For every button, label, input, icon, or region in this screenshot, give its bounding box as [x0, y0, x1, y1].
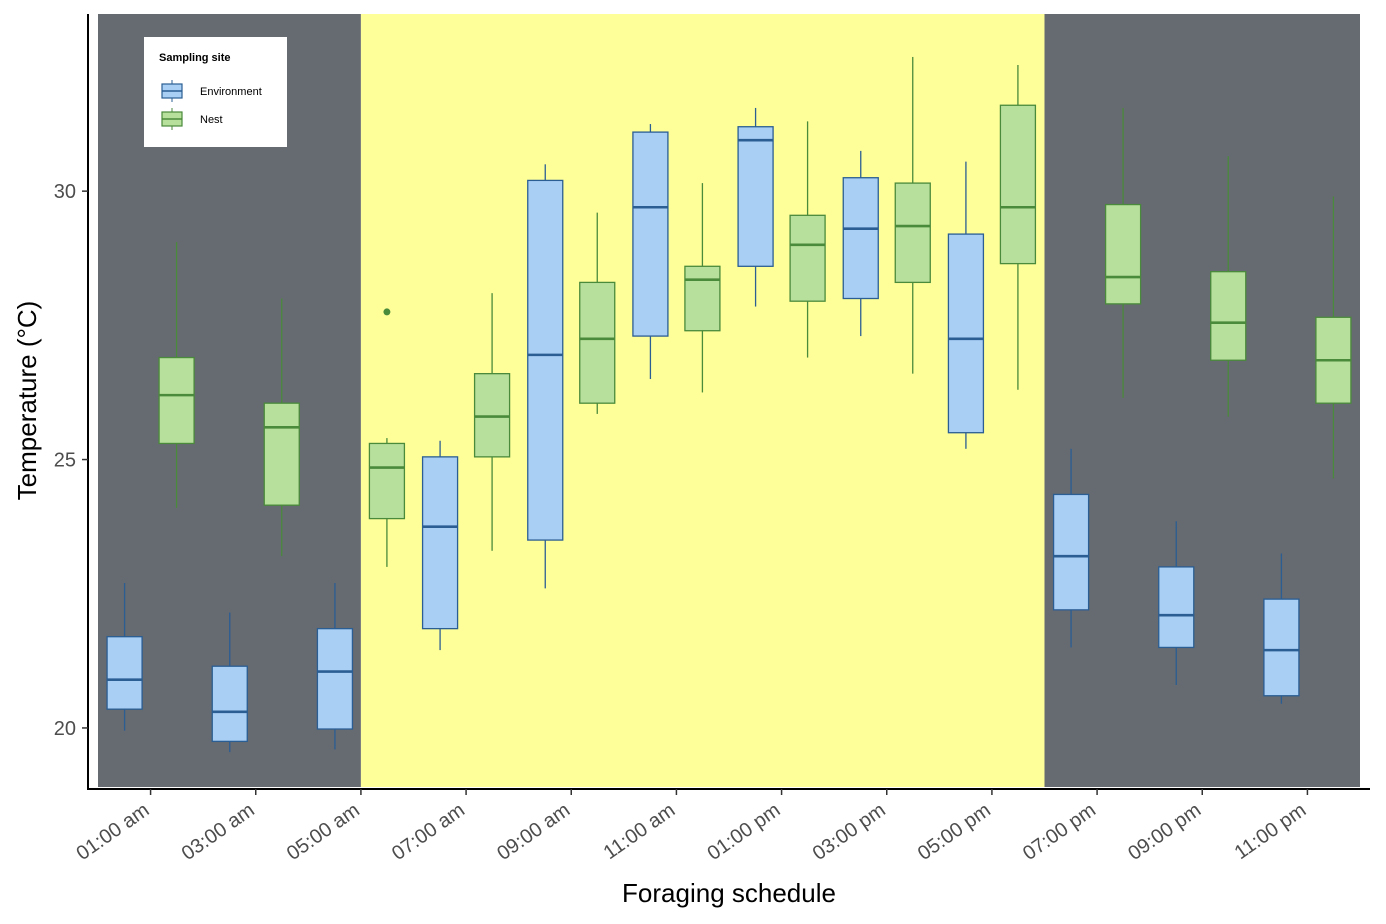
box-body	[894, 182, 931, 284]
box-environment	[527, 164, 564, 589]
box-body	[947, 233, 985, 434]
x-tick-label: 03:00 pm	[809, 799, 890, 865]
x-tick-label: 03:00 am	[178, 799, 259, 865]
legend-title: Sampling site	[159, 52, 231, 64]
legend: Sampling site Environment Nest	[144, 37, 287, 147]
y-tick-label: 25	[54, 450, 76, 472]
outlier-point	[383, 308, 391, 316]
y-tick-label: 30	[54, 181, 76, 203]
box-nest	[789, 121, 826, 358]
box-body	[368, 442, 406, 520]
x-tick-label: 07:00 am	[388, 799, 469, 865]
box-body	[1104, 203, 1142, 305]
box-environment	[1052, 448, 1090, 648]
box-environment	[842, 150, 879, 337]
legend-label-environment: Environment	[200, 86, 262, 98]
box-body	[789, 214, 826, 302]
box-environment	[737, 107, 774, 307]
box-nest	[368, 438, 406, 567]
x-tick-label: 11:00 am	[600, 799, 680, 864]
x-tick-label: 01:00 pm	[704, 799, 785, 865]
box-nest	[999, 64, 1037, 390]
legend-key-environment	[161, 80, 183, 102]
x-tick-label: 05:00 pm	[914, 799, 995, 865]
box-nest	[473, 293, 511, 551]
box-environment	[1158, 521, 1195, 686]
box-body	[684, 265, 721, 332]
box-nest	[894, 56, 931, 374]
x-axis-title: Foraging schedule	[622, 878, 836, 908]
box-body	[737, 126, 774, 267]
y-tick-label: 20	[54, 718, 76, 740]
box-nest	[158, 242, 195, 508]
box-body	[158, 356, 195, 445]
box-nest	[1315, 196, 1352, 479]
box-environment	[106, 583, 143, 731]
x-tick-label: 07:00 pm	[1019, 799, 1100, 865]
x-tick-label: 09:00 am	[493, 799, 574, 865]
x-tick-label: 01:00 am	[73, 799, 154, 865]
box-nest	[579, 212, 616, 414]
box-body	[579, 281, 616, 404]
background-band-night	[1044, 14, 1360, 787]
y-axis-title: Temperature (°C)	[12, 301, 42, 501]
background-bands	[98, 14, 1360, 787]
x-tick-label: 09:00 pm	[1124, 799, 1205, 865]
box-nest	[1104, 107, 1142, 398]
box-nest	[263, 298, 300, 557]
box-body	[1158, 566, 1195, 649]
box-environment	[421, 440, 459, 651]
x-tick-label: 05:00 am	[283, 799, 364, 865]
box-body	[211, 665, 248, 743]
box-body	[999, 104, 1037, 265]
box-body	[527, 179, 564, 541]
box-body	[106, 636, 143, 710]
box-body	[421, 456, 459, 630]
box-body	[1052, 493, 1090, 611]
box-environment	[211, 612, 248, 753]
x-tick-label: 11:00 pm	[1231, 799, 1311, 864]
box-environment	[632, 124, 669, 380]
background-band-day	[360, 14, 1045, 787]
box-body	[473, 373, 511, 458]
legend-key-nest	[161, 108, 183, 130]
box-body	[316, 627, 354, 730]
box-body	[1210, 271, 1247, 361]
box-nest	[684, 183, 721, 393]
box-nest	[1210, 156, 1247, 417]
boxplots	[106, 56, 1352, 753]
legend-label-nest: Nest	[200, 114, 223, 126]
box-environment	[947, 161, 985, 449]
box-body	[1263, 598, 1300, 697]
box-body	[263, 402, 300, 506]
box-environment	[1263, 553, 1300, 704]
box-body	[632, 131, 669, 337]
box-body	[842, 177, 879, 300]
box-environment	[316, 583, 354, 750]
